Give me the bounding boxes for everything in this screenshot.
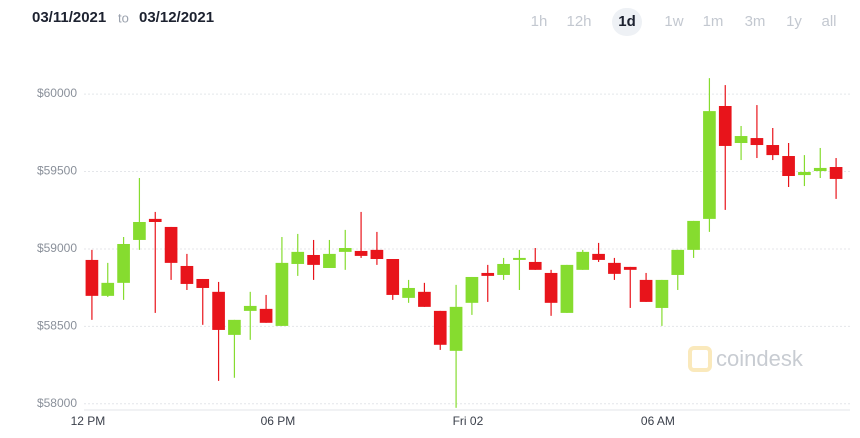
candle-body (766, 145, 780, 156)
candle-body (212, 291, 225, 330)
timeframe-button[interactable]: 3m (745, 13, 766, 30)
candle-body (180, 265, 194, 284)
timeframe-button[interactable]: 12h (566, 13, 591, 30)
candle-body (307, 254, 320, 265)
candle-body (243, 305, 257, 311)
candle-body (449, 306, 463, 351)
candle-body (497, 263, 510, 275)
candle-body (164, 226, 178, 263)
candle-body (228, 319, 241, 335)
x-tick-label: 06 PM (261, 414, 296, 428)
candle-body (560, 264, 574, 313)
candle-body (576, 251, 590, 270)
candle-body (687, 220, 700, 250)
range-from: 03/11/2021 (32, 9, 106, 26)
candle-body (813, 167, 827, 172)
timeframe-button[interactable]: 1d (618, 13, 636, 30)
y-tick-label: $59000 (37, 241, 77, 255)
x-tick-label: 06 AM (641, 414, 675, 428)
x-tick-label: 12 PM (71, 414, 106, 428)
candle-body (671, 249, 685, 275)
timeframe-active-bg (612, 8, 642, 36)
candle-body (354, 250, 368, 256)
candle-body (608, 262, 621, 274)
candle-body (528, 261, 542, 270)
y-tick-label: $59500 (37, 164, 77, 178)
timeframe-button[interactable]: 1y (786, 13, 802, 30)
candle-body (623, 266, 637, 270)
y-tick-label: $58500 (37, 319, 77, 333)
candle-body (592, 253, 605, 260)
timeframe-button[interactable]: all (821, 13, 836, 30)
candle-body (639, 279, 653, 302)
timeframe-button[interactable]: 1w (664, 13, 683, 30)
candle-body (433, 310, 447, 345)
candle-body (544, 272, 558, 303)
x-tick-label: Fri 02 (453, 414, 484, 428)
candle-body (148, 218, 162, 222)
candle-body (259, 308, 273, 323)
range-separator: to (118, 10, 129, 25)
watermark-logo (688, 346, 712, 372)
timeframe-button[interactable]: 1h (531, 13, 548, 30)
candle-body (291, 251, 305, 264)
candle-body (718, 105, 732, 146)
candle-body (101, 282, 115, 296)
y-tick-label: $58000 (37, 396, 77, 410)
candle-body (133, 221, 146, 240)
candle-body (481, 272, 495, 276)
candle-body (750, 138, 764, 146)
candle-body (513, 257, 526, 260)
candle-body (386, 259, 400, 295)
candle-body (655, 279, 669, 308)
candle-body (782, 156, 795, 176)
range-to: 03/12/2021 (139, 9, 214, 26)
candle-body (829, 167, 843, 179)
watermark: coindesk (716, 346, 804, 371)
candle-body (338, 248, 352, 252)
candle-body (196, 278, 210, 288)
candle-body (117, 243, 130, 283)
timeframe-button[interactable]: 1m (703, 13, 724, 30)
candle-body (465, 276, 479, 303)
candle-body (85, 259, 99, 296)
candle-body (370, 249, 384, 260)
candle-body (703, 111, 716, 219)
candle-body (734, 136, 748, 144)
candle-body (275, 262, 289, 326)
candle-body (323, 253, 336, 268)
y-tick-label: $60000 (37, 86, 77, 100)
candle-body (418, 291, 431, 307)
candle-body (402, 287, 415, 298)
candle-body (798, 171, 811, 176)
